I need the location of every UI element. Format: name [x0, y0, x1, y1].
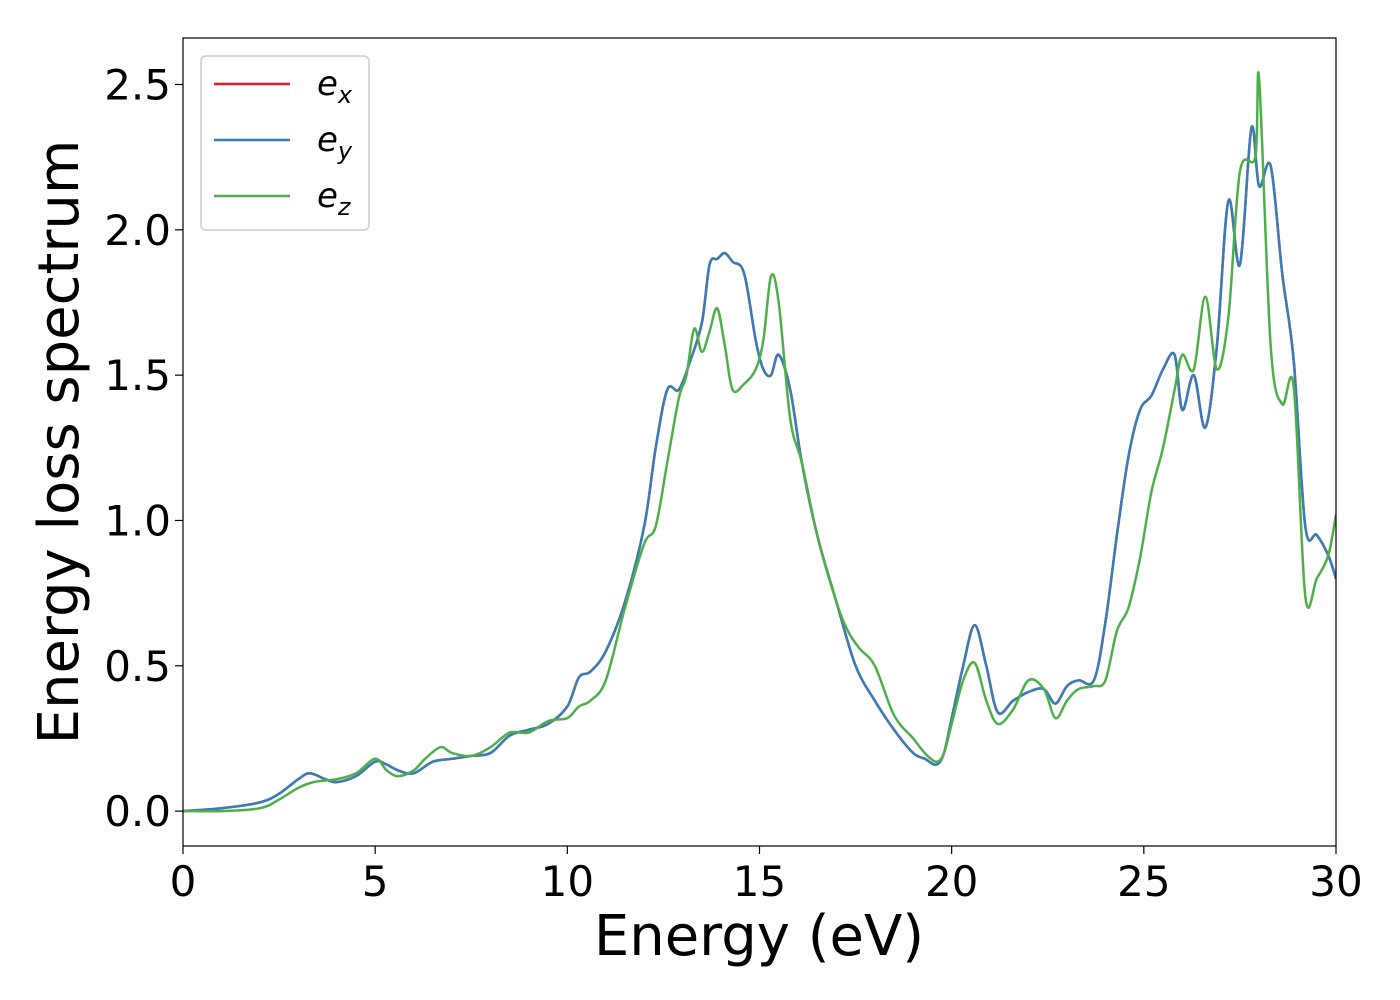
- x-tick-label: 20: [925, 857, 978, 906]
- y-tick-label: 0.0: [104, 787, 171, 836]
- x-tick-label: 30: [1309, 857, 1362, 906]
- y-tick-label: 2.0: [104, 206, 171, 255]
- x-tick-label: 0: [170, 857, 197, 906]
- legend-label-e_y: ey: [317, 120, 353, 165]
- x-tick-label: 10: [541, 857, 594, 906]
- series-line-e_z: [183, 71, 1336, 813]
- legend: ex ey ez: [200, 55, 370, 231]
- y-tick-label: 1.0: [104, 496, 171, 545]
- ticks-layer: 0 5 10 15 20 25 30 0.0 0.5 1.0 1.5 2.0 2.5: [104, 61, 1363, 906]
- x-tick-label: 25: [1117, 857, 1170, 906]
- x-tick-label: 5: [362, 857, 389, 906]
- legend-box: [200, 55, 370, 231]
- y-tick-label: 0.5: [104, 642, 171, 691]
- x-tick-label: 15: [733, 857, 786, 906]
- y-axis-label: Energy loss spectrum: [27, 140, 92, 745]
- series-layer: [183, 71, 1336, 813]
- y-tick-label: 1.5: [104, 351, 171, 400]
- legend-label-e_z: ez: [317, 176, 352, 221]
- x-axis-label: Energy (eV): [594, 904, 924, 969]
- y-tick-label: 2.5: [104, 61, 171, 110]
- legend-label-e_x: ex: [317, 64, 353, 109]
